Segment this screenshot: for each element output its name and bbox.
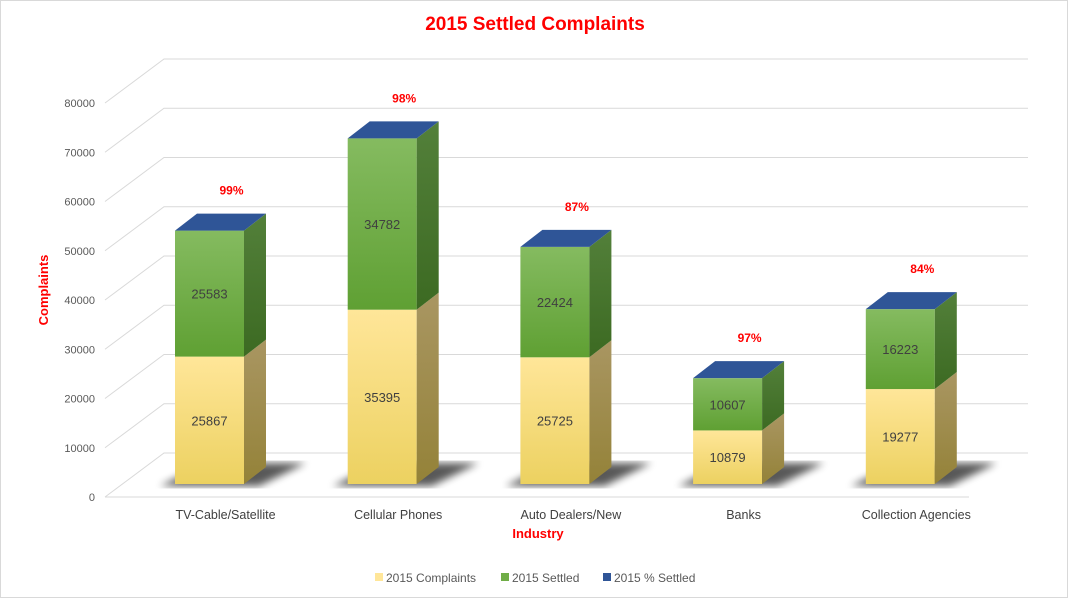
x-tick-label: TV-Cable/Satellite [175,508,275,522]
legend-swatch [501,573,509,581]
data-label: 25583 [191,287,227,302]
bar-settled [693,378,763,431]
legend-swatch [375,573,383,581]
y-tick-label: 20000 [64,394,95,406]
bar-complaints [865,389,935,484]
bar-settled [347,138,417,310]
chart-title: 2015 Settled Complaints [425,14,645,35]
bar-settled [865,309,935,390]
legend-label: 2015 % Settled [614,571,695,585]
gridline [104,304,1028,350]
y-tick-label: 70000 [64,147,95,159]
percent-label: 97% [738,331,762,345]
bar-percent-top [865,292,957,310]
y-axis-label: Complaints [36,255,51,326]
data-label: 10879 [710,450,746,465]
legend-swatch [603,573,611,581]
y-tick-label: 60000 [64,197,95,209]
bar-group: 25725 22424 87% Auto Dealers/New [505,200,652,522]
y-tick-label: 40000 [64,295,95,307]
bar-complaints [347,309,417,484]
data-label: 19277 [882,430,918,445]
y-tick-label: 0 [89,492,95,504]
bar-percent-top [520,229,612,247]
percent-label: 87% [565,200,589,214]
x-tick-label: Cellular Phones [354,508,442,522]
data-label: 25867 [191,413,227,428]
data-label: 22424 [537,295,573,310]
gridline [104,107,1028,153]
data-label: 16223 [882,342,918,357]
data-label: 25725 [537,414,573,429]
bar-complaints [520,357,590,484]
legend-label: 2015 Complaints [386,571,476,585]
percent-label: 99% [219,184,243,198]
bar-complaints [693,430,763,484]
bar-group: 25867 25583 99% TV-Cable/Satellite [160,184,306,522]
bar-side [244,213,266,357]
bar-side [762,413,785,484]
bar-settled [175,230,244,357]
bar-side [416,292,439,484]
bar-side [244,339,266,484]
bar-side [934,292,957,390]
bar-percent-top [175,213,266,231]
gridline [104,206,1028,252]
x-tick-label: Collection Agencies [862,508,971,522]
bar-side [934,372,957,484]
x-axis-label: Industry [512,526,564,541]
x-tick-label: Banks [726,508,761,522]
bar-percent-top [347,121,439,139]
gridline [104,255,1028,301]
x-tick-label: Auto Dealers/New [521,508,623,522]
bar-side [416,121,439,310]
y-tick-label: 30000 [64,344,95,356]
percent-label: 84% [910,262,934,276]
y-tick-label: 50000 [64,246,95,258]
bar-group: 10879 10607 97% Banks [678,331,825,522]
data-label: 10607 [710,397,746,412]
data-label: 34782 [364,217,400,232]
gridline [104,157,1028,202]
percent-label: 98% [392,91,416,105]
bar-complaints [175,356,244,484]
bar-settled [520,246,590,358]
gridline [104,354,1028,399]
bar-side [762,361,785,431]
gridline [104,58,1028,104]
bar-percent-top [693,361,785,379]
bar-group: 19277 16223 84% Collection Agencies [850,262,997,522]
bar-side [589,229,612,358]
legend-label: 2015 Settled [512,571,579,585]
y-tick-label: 80000 [64,98,95,110]
y-tick-label: 10000 [64,443,95,455]
data-label: 35395 [364,390,400,405]
bar-side [589,340,612,484]
bar-group: 35395 34782 98% Cellular Phones [332,91,479,522]
